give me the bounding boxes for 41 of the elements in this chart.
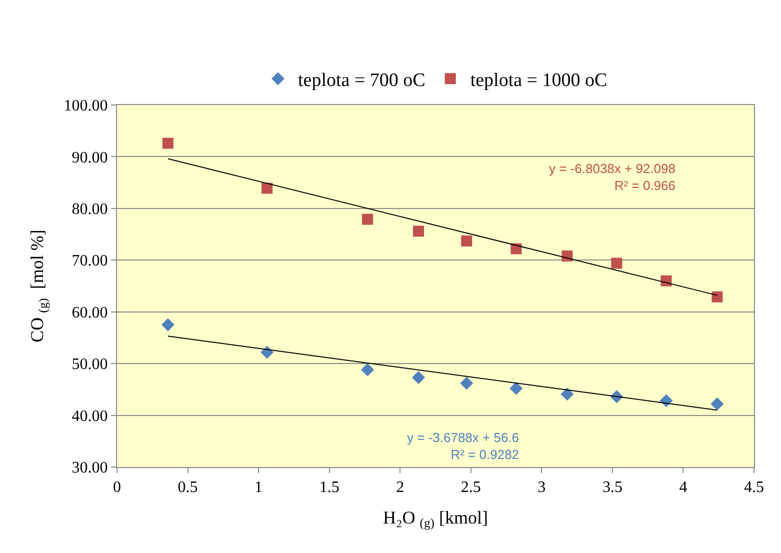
x-tick-label: 4 <box>679 479 688 496</box>
x-tick-label: 1.5 <box>319 479 340 496</box>
point <box>260 346 274 359</box>
y-tick-label: 90.00 <box>72 149 108 166</box>
point <box>562 250 573 262</box>
point <box>510 382 523 395</box>
y-tick-label: 60.00 <box>72 304 108 322</box>
point <box>460 376 474 390</box>
point <box>510 243 522 254</box>
x-tick-label: 2.5 <box>460 479 481 496</box>
annotation: y = -3.6788x + 56.6 R² = 0.9282 <box>407 430 520 462</box>
legend-label: teplota = 1000 oC <box>470 70 608 92</box>
x-tick-label: 3.5 <box>602 479 622 496</box>
point <box>412 371 426 384</box>
annotation: y = -6.8038x + 92.098 R² = 0.966 <box>549 161 676 193</box>
x-tick-label: 0.5 <box>178 479 198 496</box>
x-tick-label: 2 <box>396 479 404 496</box>
x-tick-label: 1 <box>254 479 263 496</box>
point <box>660 275 672 286</box>
y-tick-label: 50.00 <box>72 356 108 374</box>
point <box>362 214 374 225</box>
point <box>413 226 424 237</box>
point <box>712 291 723 302</box>
y-tick-label: 30.00 <box>72 460 108 477</box>
point <box>161 318 174 332</box>
point <box>611 258 622 269</box>
point <box>560 388 574 401</box>
y-tick-label: 80.00 <box>72 201 108 218</box>
y-tick-label: 70.00 <box>72 252 108 270</box>
y-tick-label: 100.00 <box>64 98 108 115</box>
point <box>262 182 273 194</box>
point <box>162 138 174 149</box>
legend-label: teplota = 700 oC <box>298 70 426 92</box>
x-tick-label: 0 <box>113 479 121 496</box>
y-tick-label: 40.00 <box>72 408 108 425</box>
point <box>361 363 374 376</box>
x-tick-label: 4.5 <box>744 479 764 496</box>
point <box>461 236 472 247</box>
point <box>710 397 724 410</box>
x-axis-title: H₂O $_{(g)}$ [kmol] <box>383 507 488 530</box>
x-tick-label: 3 <box>538 479 546 496</box>
